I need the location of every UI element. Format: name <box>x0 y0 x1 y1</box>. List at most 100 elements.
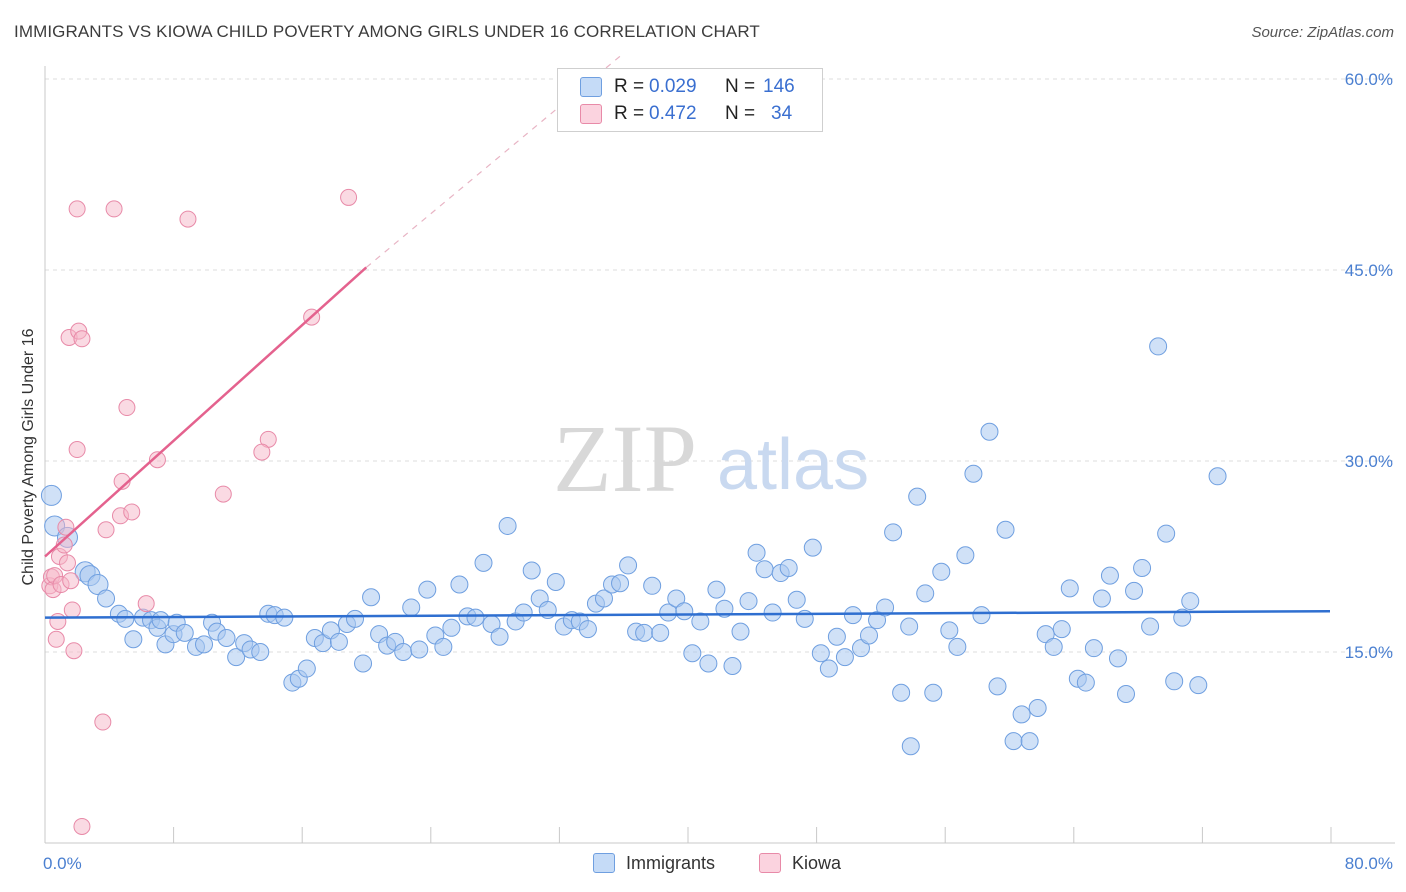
immigrants-point <box>514 603 533 622</box>
immigrants-point <box>956 546 975 565</box>
r-value: 0.472 <box>649 103 697 124</box>
x-tick-label-min: 0.0% <box>43 854 82 873</box>
kiowa-point <box>123 503 141 521</box>
immigrants-point <box>1189 676 1208 695</box>
immigrants-point <box>124 630 143 649</box>
immigrants-point <box>490 627 509 646</box>
stats-row-immigrants: R = 0.029 N = 146 <box>558 74 822 100</box>
immigrants-point <box>860 626 879 645</box>
r-label: R = <box>614 76 645 97</box>
immigrants-point <box>116 609 135 628</box>
immigrants-point <box>1141 617 1160 636</box>
immigrants-point <box>827 627 846 646</box>
legend-immigrants-label: Immigrants <box>626 853 716 873</box>
immigrants-point <box>643 576 662 595</box>
r-value: 0.029 <box>649 76 697 97</box>
immigrants-point <box>715 599 734 618</box>
immigrants-point <box>1157 524 1176 543</box>
kiowa-point <box>148 451 166 469</box>
immigrants-point <box>932 562 951 581</box>
immigrants-point <box>980 422 999 441</box>
y-tick-label: 45.0% <box>1345 261 1393 280</box>
immigrants-point <box>916 584 935 603</box>
x-tick-label-max: 80.0% <box>1345 854 1393 873</box>
n-value: 34 <box>771 103 793 124</box>
immigrants-point <box>868 611 887 630</box>
immigrants-point <box>1117 685 1136 704</box>
y-tick-label: 60.0% <box>1345 70 1393 89</box>
immigrants-point <box>466 608 485 627</box>
immigrants-point <box>594 589 613 608</box>
n-value: 146 <box>763 76 795 97</box>
immigrants-point <box>996 520 1015 539</box>
immigrants-point <box>1044 637 1063 656</box>
kiowa-point <box>137 595 155 613</box>
axes <box>44 66 1395 844</box>
immigrants-point <box>1108 649 1127 668</box>
immigrants-point <box>619 556 638 575</box>
y-tick-label: 15.0% <box>1345 643 1393 662</box>
kiowa-point <box>57 518 75 536</box>
ticks: 15.0% 30.0% 45.0% 60.0% 0.0% 80.0% <box>43 70 1393 873</box>
kiowa-point <box>68 441 86 459</box>
immigrants-point <box>40 484 62 506</box>
immigrants-point <box>843 606 862 625</box>
immigrants-point <box>394 643 413 662</box>
immigrants-point <box>683 644 702 663</box>
kiowa-point <box>62 572 80 590</box>
immigrants-point <box>747 543 766 562</box>
immigrants-swatch <box>580 77 602 97</box>
immigrants-trend-line <box>44 610 1331 619</box>
immigrants-point <box>699 654 718 673</box>
watermark-atlas: atlas <box>717 425 869 505</box>
immigrants-point <box>442 618 461 637</box>
immigrants-point <box>346 609 365 628</box>
immigrants-point <box>418 580 437 599</box>
y-tick-label: 30.0% <box>1345 452 1393 471</box>
immigrants-point <box>1165 672 1184 691</box>
immigrants-point <box>1020 732 1039 751</box>
series-immigrants <box>40 337 1227 756</box>
immigrants-point <box>578 620 597 639</box>
immigrants-point <box>731 622 750 641</box>
kiowa-point <box>97 521 115 539</box>
immigrants-point <box>940 621 959 640</box>
immigrants-point <box>1181 592 1200 611</box>
immigrants-point <box>1060 579 1079 598</box>
immigrants-point <box>410 640 429 659</box>
legend-immigrants-swatch <box>593 853 615 873</box>
immigrants-point <box>434 637 453 656</box>
immigrants-point <box>97 589 116 608</box>
chart-title: IMMIGRANTS VS KIOWA CHILD POVERTY AMONG … <box>14 22 760 41</box>
immigrants-point <box>1173 608 1192 627</box>
watermark-zip: ZIP <box>553 405 697 512</box>
immigrants-point <box>691 612 710 631</box>
immigrants-point <box>1208 467 1227 486</box>
immigrants-point <box>1092 589 1111 608</box>
immigrants-point <box>217 628 236 647</box>
immigrants-point <box>354 654 373 673</box>
immigrants-point <box>1125 581 1144 600</box>
immigrants-point <box>362 588 381 607</box>
immigrants-point <box>707 580 726 599</box>
y-axis-title: Child Poverty Among Girls Under 16 <box>20 328 37 585</box>
chart-source: Source: ZipAtlas.com <box>1251 24 1394 41</box>
immigrants-point <box>1100 566 1119 585</box>
kiowa-point <box>253 443 271 461</box>
n-label: N = <box>725 103 756 124</box>
immigrants-point <box>1012 705 1031 724</box>
immigrants-point <box>835 648 854 667</box>
immigrants-point <box>779 558 798 577</box>
immigrants-point <box>988 677 1007 696</box>
immigrants-point <box>450 575 469 594</box>
kiowa-point <box>118 399 136 417</box>
immigrants-point <box>498 516 517 535</box>
kiowa-swatch <box>580 104 602 124</box>
kiowa-point <box>58 554 76 572</box>
kiowa-point <box>73 817 91 835</box>
immigrants-point <box>329 632 348 651</box>
immigrants-point <box>900 617 919 636</box>
immigrants-point <box>151 611 170 630</box>
immigrants-point <box>611 574 630 593</box>
